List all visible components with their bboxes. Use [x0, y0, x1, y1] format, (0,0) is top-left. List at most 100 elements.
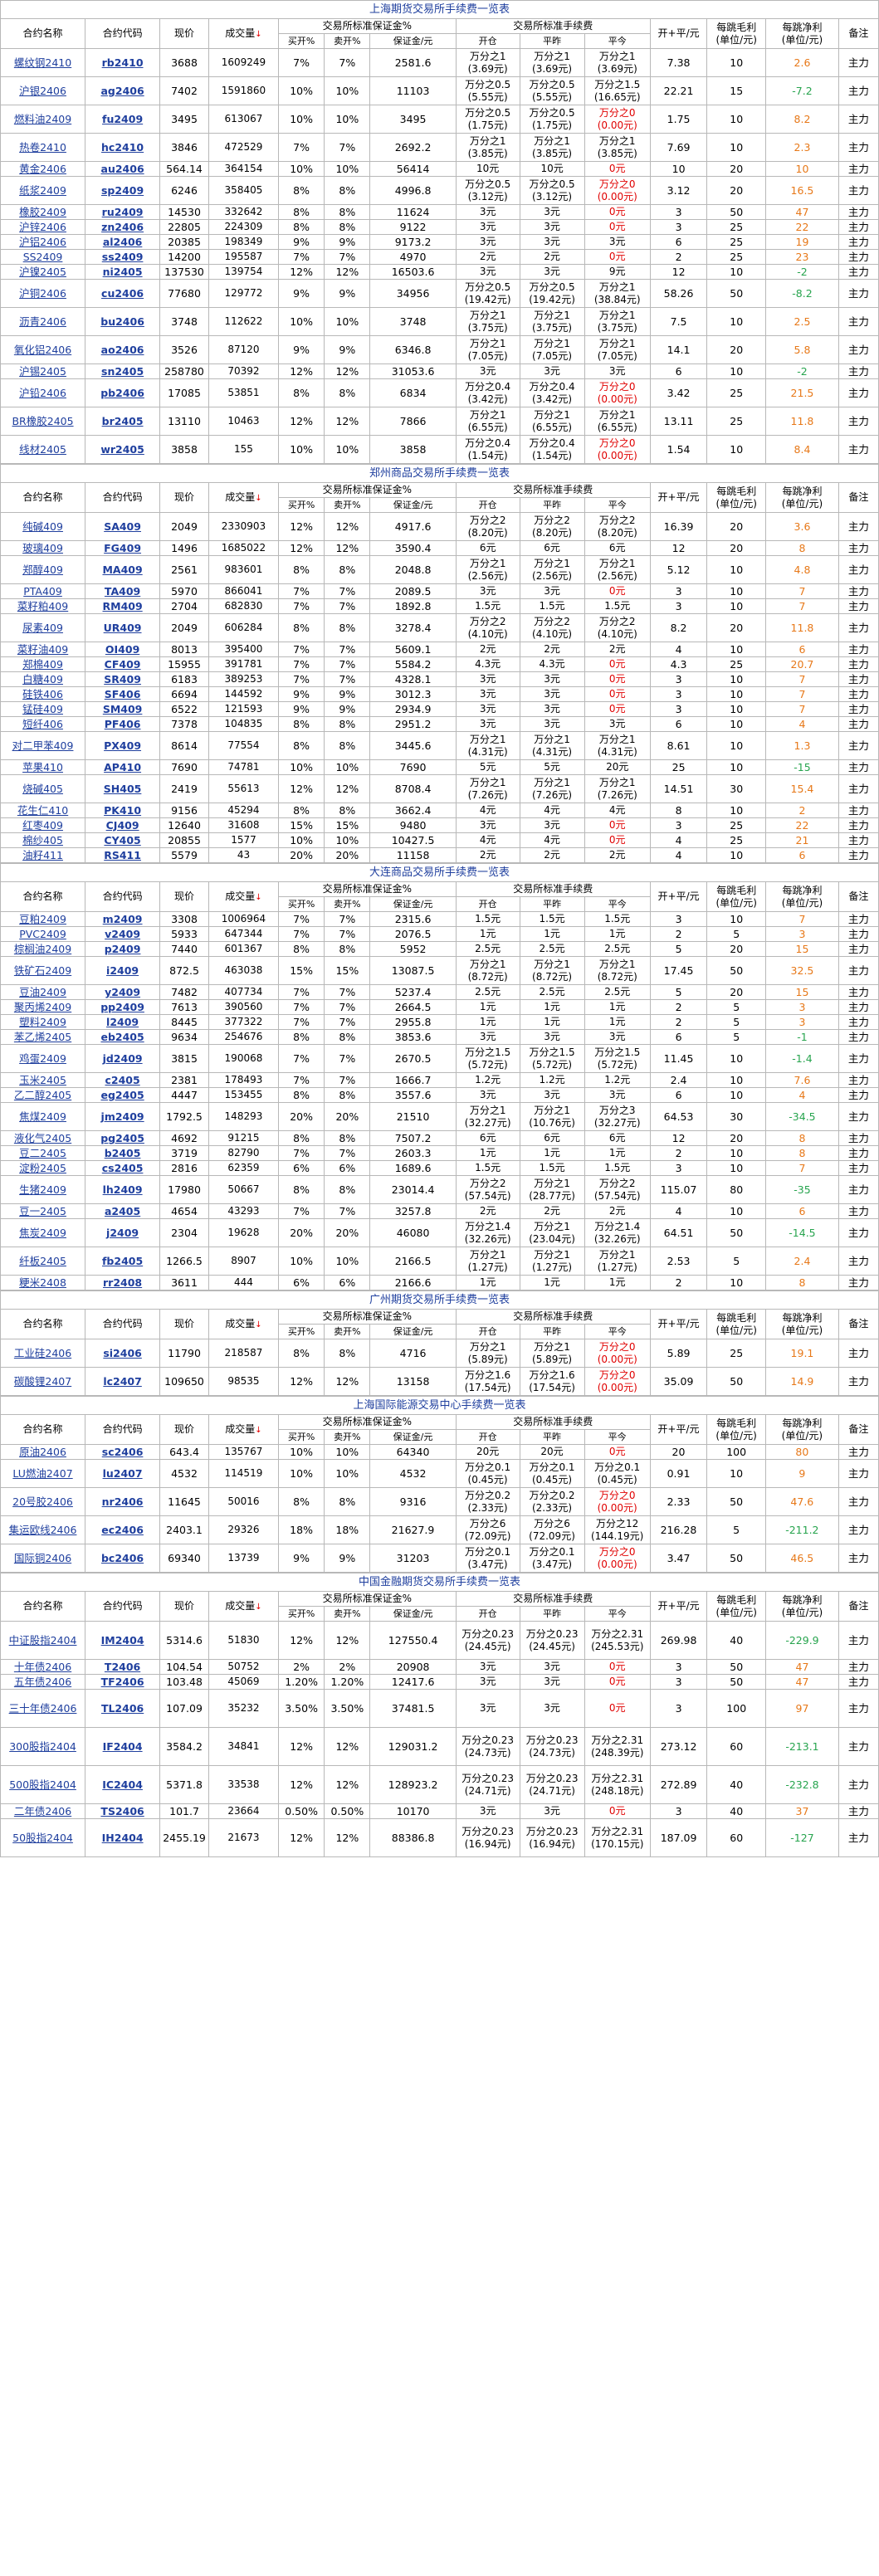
contract-code-link[interactable]: lu2407	[102, 1467, 143, 1480]
contract-code-link[interactable]: SF406	[104, 688, 141, 700]
contract-name-link[interactable]: BR橡胶2405	[12, 415, 74, 427]
contract-name-link[interactable]: 橡胶2409	[19, 206, 66, 218]
contract-code-link[interactable]: FG409	[104, 542, 142, 554]
contract-name-link[interactable]: 郑棉409	[22, 658, 63, 671]
contract-name-link[interactable]: 50股指2404	[12, 1832, 73, 1844]
contract-code-link[interactable]: fb2405	[101, 1255, 144, 1267]
contract-code-link[interactable]: hc2410	[101, 141, 144, 154]
contract-code-link[interactable]: IM2404	[100, 1634, 144, 1647]
contract-name-link[interactable]: 棕榈油2409	[13, 943, 72, 955]
contract-name-link[interactable]: 沪锡2405	[19, 365, 66, 378]
contract-name-link[interactable]: 工业硅2406	[13, 1347, 72, 1359]
contract-code-link[interactable]: lc2407	[103, 1375, 142, 1388]
contract-name-link[interactable]: 聚丙烯2409	[13, 1001, 72, 1013]
contract-name-link[interactable]: 20号胶2406	[12, 1495, 73, 1508]
contract-code-link[interactable]: ni2405	[102, 266, 143, 278]
contract-name-link[interactable]: 玻璃409	[22, 542, 63, 554]
contract-name-link[interactable]: 塑料2409	[19, 1016, 66, 1028]
contract-name-link[interactable]: 硅铁406	[22, 688, 63, 700]
contract-code-link[interactable]: eg2405	[100, 1089, 144, 1101]
contract-name-link[interactable]: 菜籽粕409	[17, 600, 69, 612]
contract-code-link[interactable]: rr2408	[103, 1276, 143, 1289]
contract-code-link[interactable]: sp2409	[100, 184, 144, 197]
contract-name-link[interactable]: 液化气2405	[13, 1132, 72, 1144]
contract-code-link[interactable]: IH2404	[101, 1832, 144, 1844]
contract-code-link[interactable]: CY405	[104, 834, 141, 846]
contract-code-link[interactable]: PF406	[104, 718, 141, 730]
contract-code-link[interactable]: bu2406	[100, 315, 144, 328]
contract-code-link[interactable]: PK410	[104, 804, 142, 817]
contract-name-link[interactable]: 沪锌2406	[19, 221, 66, 233]
contract-name-link[interactable]: SS2409	[22, 251, 63, 263]
contract-code-link[interactable]: RS411	[104, 849, 141, 861]
contract-name-link[interactable]: 国际铜2406	[13, 1552, 72, 1564]
contract-code-link[interactable]: wr2405	[100, 443, 144, 456]
contract-code-link[interactable]: sc2406	[101, 1446, 144, 1458]
contract-code-link[interactable]: CJ409	[105, 819, 139, 832]
contract-name-link[interactable]: 白糖409	[22, 673, 63, 685]
contract-name-link[interactable]: 十年债2406	[13, 1661, 72, 1673]
contract-code-link[interactable]: nr2406	[101, 1495, 144, 1508]
contract-code-link[interactable]: l2409	[106, 1016, 139, 1028]
contract-name-link[interactable]: 豆油2409	[19, 986, 66, 998]
contract-code-link[interactable]: AP410	[104, 761, 142, 773]
contract-name-link[interactable]: 郑醇409	[22, 564, 63, 576]
contract-code-link[interactable]: al2406	[102, 236, 143, 248]
contract-code-link[interactable]: fu2409	[102, 113, 144, 125]
contract-code-link[interactable]: ru2409	[101, 206, 144, 218]
contract-code-link[interactable]: zn2406	[101, 221, 144, 233]
contract-name-link[interactable]: 沪银2406	[19, 85, 66, 97]
header-volume[interactable]: 成交量↓	[208, 18, 279, 49]
contract-name-link[interactable]: 纤板2405	[19, 1255, 66, 1267]
contract-code-link[interactable]: v2409	[105, 928, 141, 940]
contract-name-link[interactable]: PTA409	[23, 585, 62, 598]
contract-code-link[interactable]: b2405	[104, 1147, 141, 1159]
contract-name-link[interactable]: 三十年债2406	[8, 1702, 77, 1715]
contract-code-link[interactable]: si2406	[103, 1347, 142, 1359]
contract-code-link[interactable]: SR409	[104, 673, 141, 685]
contract-name-link[interactable]: PVC2409	[19, 928, 66, 940]
header-volume[interactable]: 成交量↓	[208, 1591, 280, 1622]
contract-code-link[interactable]: j2409	[106, 1227, 139, 1239]
contract-code-link[interactable]: sn2405	[101, 365, 144, 378]
contract-name-link[interactable]: 燃料油2409	[13, 113, 72, 125]
contract-name-link[interactable]: 500股指2404	[9, 1778, 76, 1791]
contract-code-link[interactable]: CF409	[104, 658, 141, 671]
header-volume[interactable]: 成交量↓	[208, 482, 279, 513]
contract-name-link[interactable]: 豆二2405	[19, 1147, 66, 1159]
contract-code-link[interactable]: RM409	[102, 600, 143, 612]
contract-code-link[interactable]: UR409	[103, 622, 142, 634]
contract-code-link[interactable]: pb2406	[100, 387, 144, 399]
contract-code-link[interactable]: jd2409	[102, 1052, 143, 1065]
contract-code-link[interactable]: m2409	[102, 913, 143, 925]
contract-code-link[interactable]: TL2406	[100, 1702, 144, 1715]
contract-code-link[interactable]: MA409	[102, 564, 143, 576]
header-volume[interactable]: 成交量↓	[208, 1414, 279, 1445]
contract-name-link[interactable]: 沥青2406	[19, 315, 66, 328]
contract-name-link[interactable]: 苹果410	[22, 761, 63, 773]
contract-name-link[interactable]: 玉米2405	[19, 1074, 66, 1086]
contract-name-link[interactable]: 豆粕2409	[19, 913, 66, 925]
contract-code-link[interactable]: TS2406	[100, 1805, 144, 1817]
contract-name-link[interactable]: 原油2406	[19, 1446, 66, 1458]
contract-name-link[interactable]: 沪铜2406	[19, 287, 66, 300]
contract-code-link[interactable]: cs2405	[101, 1162, 144, 1174]
contract-name-link[interactable]: 烧碱405	[22, 783, 63, 795]
contract-name-link[interactable]: 对二甲苯409	[12, 739, 74, 752]
contract-name-link[interactable]: 菜籽油409	[17, 643, 69, 656]
contract-code-link[interactable]: pp2409	[100, 1001, 144, 1013]
contract-name-link[interactable]: 苯乙烯2405	[13, 1031, 72, 1043]
contract-name-link[interactable]: 集运欧线2406	[8, 1524, 77, 1536]
contract-code-link[interactable]: ec2406	[101, 1524, 144, 1536]
contract-code-link[interactable]: eb2405	[100, 1031, 144, 1043]
contract-name-link[interactable]: 300股指2404	[9, 1740, 76, 1753]
contract-name-link[interactable]: 纸浆2409	[19, 184, 66, 197]
contract-code-link[interactable]: IF2404	[102, 1740, 143, 1753]
contract-code-link[interactable]: y2409	[105, 986, 141, 998]
contract-code-link[interactable]: ao2406	[100, 344, 144, 356]
contract-name-link[interactable]: 五年债2406	[13, 1676, 72, 1688]
contract-name-link[interactable]: 黄金2406	[19, 163, 66, 175]
contract-name-link[interactable]: 棉纱405	[22, 834, 63, 846]
contract-name-link[interactable]: 线材2405	[19, 443, 66, 456]
contract-name-link[interactable]: 尿素409	[22, 622, 63, 634]
